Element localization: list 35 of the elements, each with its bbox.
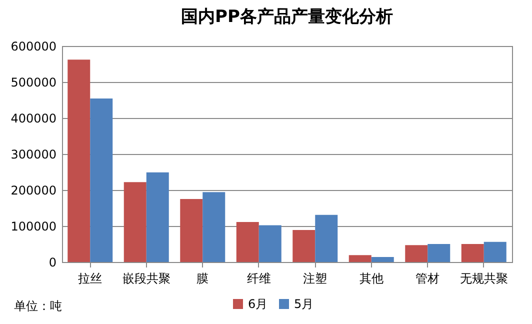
x-tick-label: 管材	[416, 272, 440, 286]
x-tick-label: 拉丝	[78, 272, 102, 286]
bar	[68, 60, 90, 262]
bar	[348, 255, 372, 262]
bar	[428, 244, 450, 262]
bar	[461, 244, 484, 262]
bar	[292, 230, 316, 262]
x-tick-label: 纤维	[246, 272, 271, 286]
x-tick-label: 膜	[196, 272, 209, 286]
bar	[146, 172, 169, 262]
bar	[371, 256, 394, 262]
x-tick-label: 注塑	[303, 272, 328, 286]
text: 单位：吨	[14, 299, 62, 313]
x-tick-label: 嵌段共聚	[122, 272, 170, 286]
bar	[258, 225, 282, 262]
y-tick-label: 300000	[10, 148, 56, 162]
bar	[90, 98, 113, 262]
y-tick-label: 100000	[10, 220, 56, 234]
y-tick-label: 200000	[10, 184, 56, 198]
bar	[202, 192, 226, 262]
y-tick-label: 600000	[10, 40, 56, 54]
bar	[180, 199, 203, 262]
chart-title: 国内PP各产品产量变化分析	[181, 7, 393, 27]
x-tick-label: 其他	[359, 272, 384, 286]
y-tick-label: 0	[48, 256, 56, 270]
legend-label: 5月	[294, 297, 314, 311]
x-tick-label: 无规共聚	[460, 272, 508, 286]
legend-label: 6月	[248, 297, 268, 311]
bar	[124, 182, 146, 262]
bar	[236, 222, 259, 262]
bar	[315, 214, 338, 262]
bar	[405, 245, 428, 262]
y-tick-label: 500000	[10, 76, 56, 90]
y-tick-label: 400000	[10, 112, 56, 126]
bar	[484, 242, 506, 262]
